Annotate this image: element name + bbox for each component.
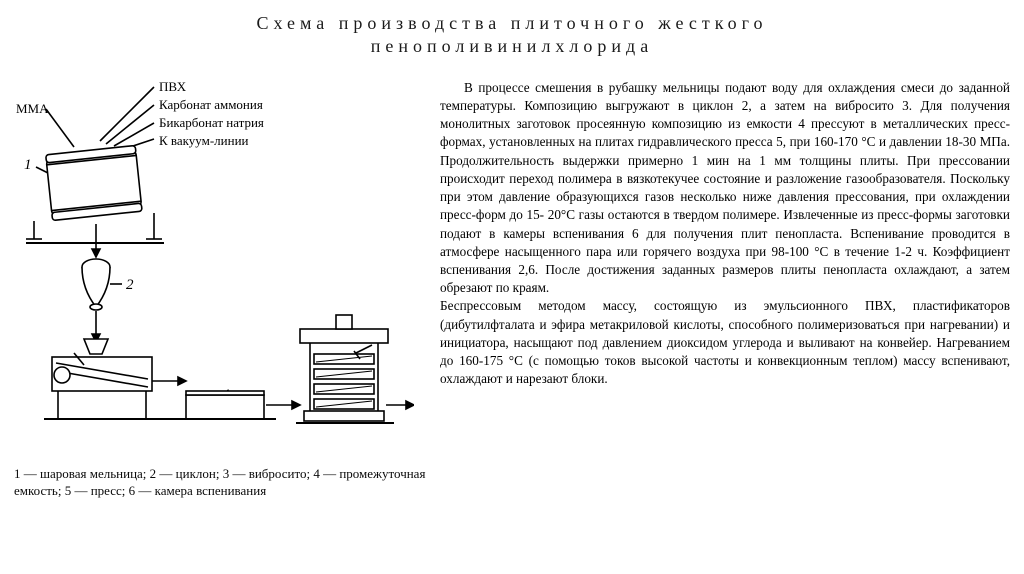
left-column: ММА ПВХ Карбонат аммония Бикарбонат натр…: [14, 79, 434, 500]
right-column: В процессе смешения в рубашку мельницы п…: [434, 79, 1010, 500]
page-title: Схема производства плиточного жесткого п…: [0, 0, 1024, 59]
paragraph-2: Беспрессовым методом массу, состоящую из…: [440, 297, 1010, 388]
process-diagram: ММА ПВХ Карбонат аммония Бикарбонат натр…: [14, 79, 414, 459]
content-row: ММА ПВХ Карбонат аммония Бикарбонат натр…: [0, 59, 1024, 500]
paragraph-1: В процессе смешения в рубашку мельницы п…: [440, 79, 1010, 298]
diagram-caption: 1 — шаровая мельница; 2 — циклон; 3 — ви…: [14, 465, 426, 500]
diagram-svg: [14, 79, 414, 459]
title-line-1: Схема производства плиточного жесткого: [0, 12, 1024, 35]
title-line-2: пенополивинилхлорида: [0, 35, 1024, 58]
